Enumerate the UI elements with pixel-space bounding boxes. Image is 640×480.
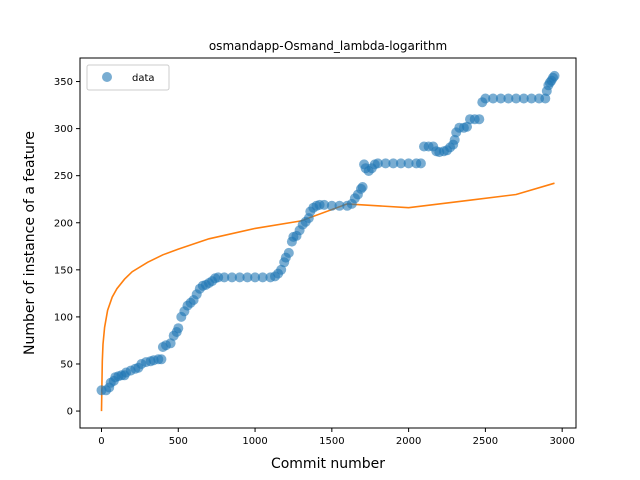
y-tick-label: 250 (54, 171, 73, 182)
data-point (403, 158, 414, 169)
data-point (276, 264, 287, 275)
data-point (242, 272, 253, 283)
y-tick-label: 200 (54, 218, 73, 229)
y-tick-label: 150 (54, 265, 73, 276)
data-point (173, 323, 184, 334)
legend-box (86, 64, 170, 91)
data-point (219, 272, 230, 283)
data-point (474, 114, 485, 125)
x-tick-label: 1500 (319, 436, 344, 447)
data-point (503, 93, 514, 104)
x-axis-label: Commit number (271, 456, 385, 472)
data-point (227, 272, 237, 283)
data-point (495, 93, 506, 104)
data-point (334, 200, 345, 211)
x-tick-label: 0 (98, 436, 104, 447)
data-point (156, 354, 167, 365)
data-point (257, 272, 268, 283)
ticks-layer: 0 500 1000 1500 2000 2500 3000 0 50 100 150 200 250 3… (54, 77, 575, 447)
data-point (357, 182, 368, 192)
data-point (526, 93, 537, 104)
y-axis-label: Number of instance of a feature (22, 131, 38, 355)
data-point (449, 134, 460, 145)
legend: data (86, 64, 170, 91)
legend-marker-data (102, 72, 112, 82)
x-tick-label: 1000 (242, 436, 267, 447)
data-point (549, 70, 560, 81)
y-tick-label: 50 (60, 359, 73, 370)
data-point (511, 93, 522, 104)
data-point (165, 338, 176, 349)
chart-title: osmandapp-Osmand_lambda-logarithm (209, 39, 447, 53)
x-tick-label: 2000 (396, 436, 421, 447)
data-point (380, 158, 391, 169)
data-point (488, 93, 499, 104)
data-point (518, 93, 529, 104)
data-point (395, 158, 406, 169)
y-tick-label: 300 (54, 124, 73, 135)
data-point (480, 93, 491, 104)
y-tick-label: 350 (54, 77, 73, 88)
data-point (388, 158, 399, 169)
data-point (319, 199, 330, 210)
y-tick-label: 100 (54, 312, 73, 323)
data-point (250, 272, 261, 283)
data-point (283, 247, 294, 258)
y-tick-label: 0 (67, 407, 73, 418)
data-point (234, 272, 245, 283)
legend-label-data: data (132, 73, 155, 84)
data-point (415, 158, 426, 169)
data-point (372, 158, 383, 169)
x-tick-label: 2500 (473, 436, 498, 447)
data-point (462, 121, 472, 132)
data-point (326, 200, 337, 211)
plot-frame (79, 57, 577, 429)
x-tick-label: 500 (169, 436, 188, 447)
data-point (540, 93, 551, 104)
x-tick-label: 3000 (549, 436, 574, 447)
series-line-fit (100, 182, 555, 412)
plot-layer (96, 70, 560, 412)
